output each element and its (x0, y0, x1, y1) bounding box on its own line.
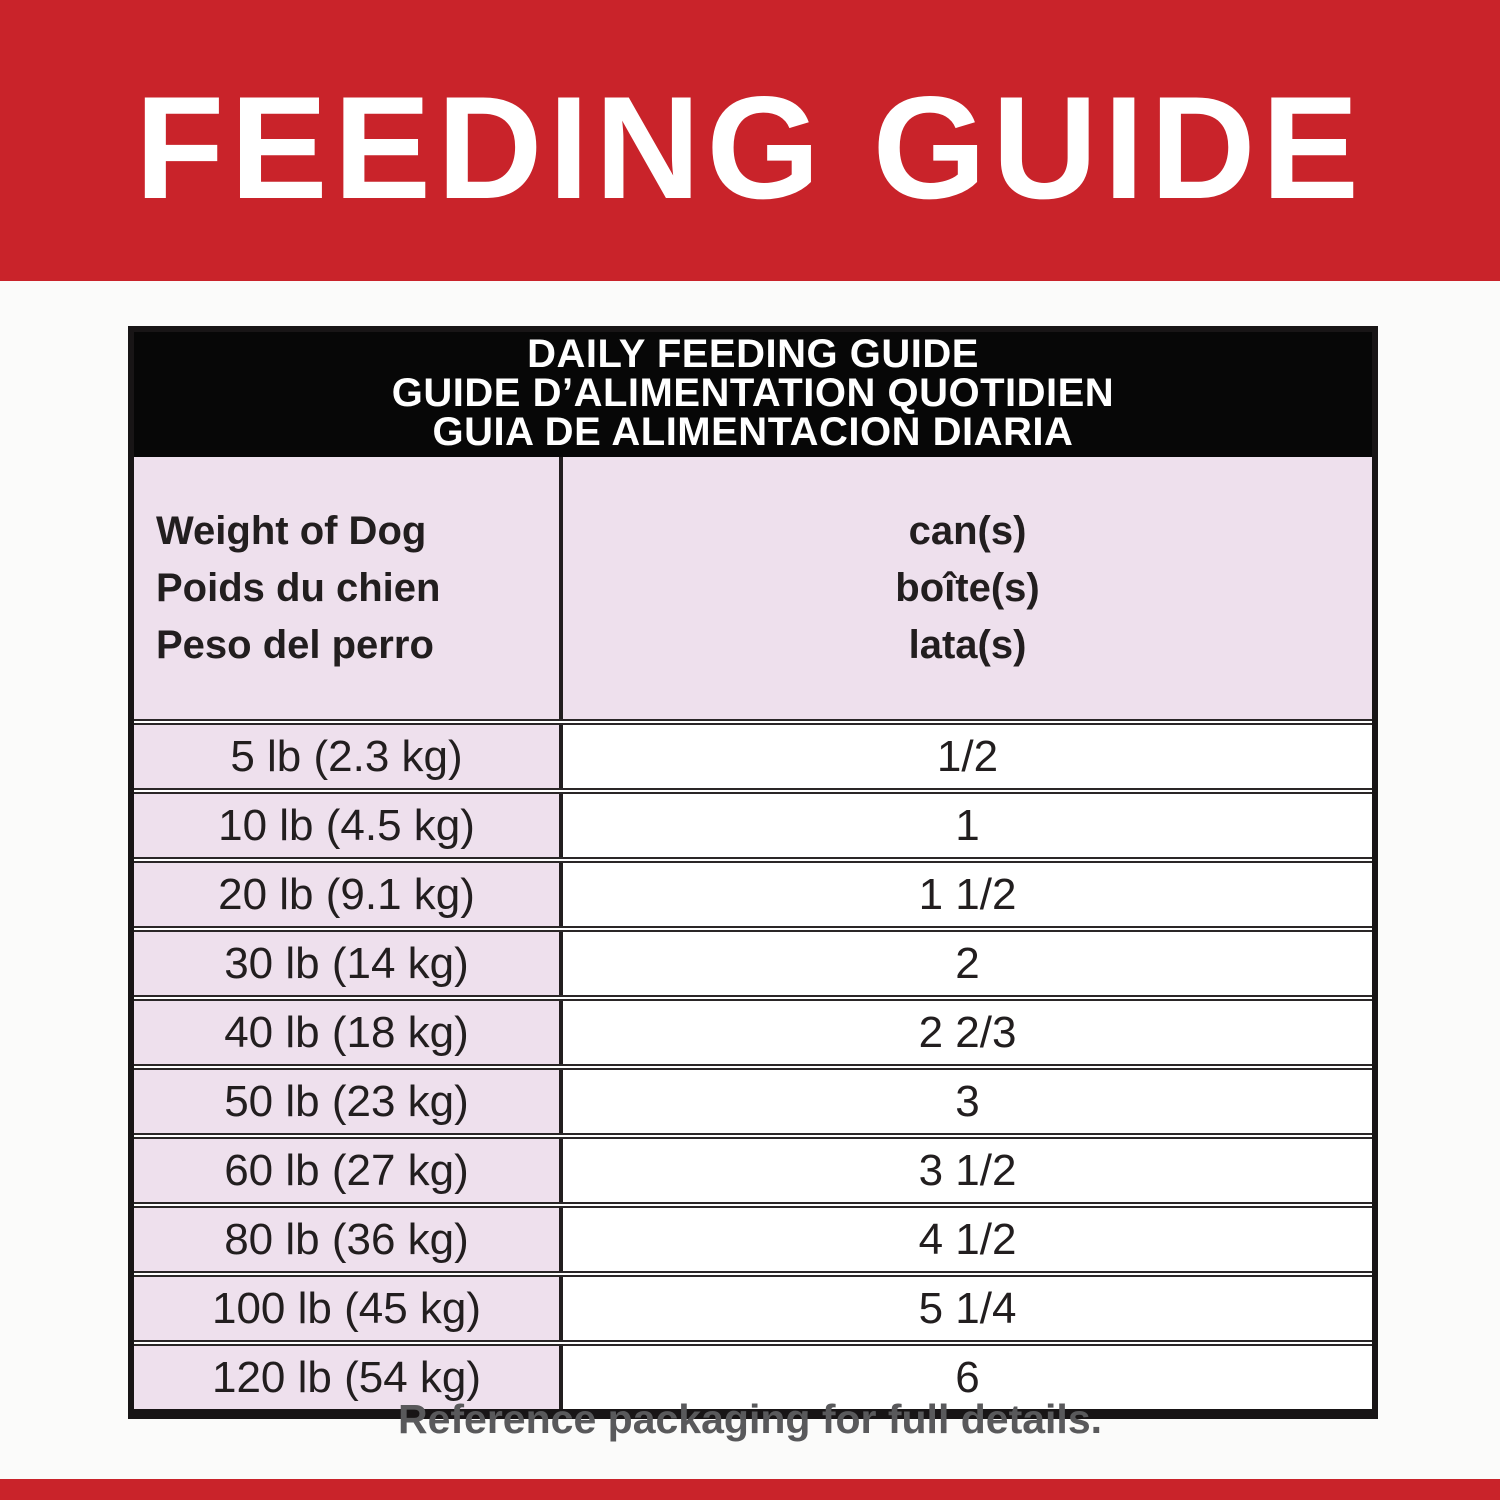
cans-value: 3 1/2 (918, 1145, 1017, 1195)
weight-cell: 120 lb (54 kg) (134, 1346, 563, 1409)
weight-header-cell: Weight of Dog Poids du chien Peso del pe… (134, 457, 563, 719)
cans-value: 3 (955, 1076, 980, 1126)
cans-cell: 2 2/3 (563, 1001, 1372, 1064)
table-title-es: GUIA DE ALIMENTACION DIARIA (432, 410, 1074, 454)
cans-value: 1 (955, 800, 980, 850)
cans-cell: 3 (563, 1070, 1372, 1133)
banner-title: FEEDING GUIDE (135, 65, 1365, 229)
weight-cell: 10 lb (4.5 kg) (134, 794, 563, 857)
cans-cell: 2 (563, 932, 1372, 995)
weight-value: 60 lb (27 kg) (224, 1145, 469, 1195)
cans-value: 6 (955, 1352, 980, 1402)
weight-cell: 100 lb (45 kg) (134, 1277, 563, 1340)
cans-cell: 1 (563, 794, 1372, 857)
cans-header-fr: boîte(s) (895, 565, 1040, 610)
weight-cell: 50 lb (23 kg) (134, 1070, 563, 1133)
table-row: 120 lb (54 kg) 6 (134, 1340, 1372, 1409)
weight-cell: 80 lb (36 kg) (134, 1208, 563, 1271)
feeding-guide-banner: FEEDING GUIDE (0, 0, 1500, 281)
cans-value: 4 1/2 (918, 1214, 1017, 1264)
table-row: 20 lb (9.1 kg) 1 1/2 (134, 857, 1372, 926)
cans-cell: 3 1/2 (563, 1139, 1372, 1202)
cans-value: 2 2/3 (918, 1007, 1017, 1057)
cans-value: 2 (955, 938, 980, 988)
table-header-row: Weight of Dog Poids du chien Peso del pe… (134, 457, 1372, 719)
cans-value: 1/2 (936, 731, 999, 781)
daily-feeding-guide-table: DAILY FEEDING GUIDE GUIDE D’ALIMENTATION… (128, 326, 1378, 1419)
cans-cell: 5 1/4 (563, 1277, 1372, 1340)
bottom-red-bar (0, 1479, 1500, 1500)
table-row: 100 lb (45 kg) 5 1/4 (134, 1271, 1372, 1340)
weight-header-es: Peso del perro (156, 622, 434, 667)
weight-cell: 5 lb (2.3 kg) (134, 725, 563, 788)
cans-value: 1 1/2 (918, 869, 1017, 919)
weight-value: 20 lb (9.1 kg) (218, 869, 475, 919)
weight-value: 40 lb (18 kg) (224, 1007, 469, 1057)
cans-value: 5 1/4 (918, 1283, 1017, 1333)
weight-value: 50 lb (23 kg) (224, 1076, 469, 1126)
table-title-fr: GUIDE D’ALIMENTATION QUOTIDIEN (391, 371, 1115, 415)
table-title-en: DAILY FEEDING GUIDE (527, 332, 979, 376)
table-row: 5 lb (2.3 kg) 1/2 (134, 719, 1372, 788)
weight-value: 30 lb (14 kg) (224, 938, 469, 988)
table-row: 60 lb (27 kg) 3 1/2 (134, 1133, 1372, 1202)
cans-cell: 1 1/2 (563, 863, 1372, 926)
weight-value: 10 lb (4.5 kg) (218, 800, 475, 850)
weight-cell: 40 lb (18 kg) (134, 1001, 563, 1064)
weight-value: 120 lb (54 kg) (211, 1352, 482, 1402)
weight-header-fr: Poids du chien (156, 565, 441, 610)
table-row: 40 lb (18 kg) 2 2/3 (134, 995, 1372, 1064)
weight-value: 80 lb (36 kg) (224, 1214, 469, 1264)
cans-header-cell: can(s) boîte(s) lata(s) (563, 457, 1372, 719)
weight-cell: 60 lb (27 kg) (134, 1139, 563, 1202)
reference-note: Reference packaging for full details. (397, 1396, 1103, 1442)
table-row: 80 lb (36 kg) 4 1/2 (134, 1202, 1372, 1271)
cans-header-en: can(s) (908, 508, 1027, 553)
cans-cell: 1/2 (563, 725, 1372, 788)
table-title-band: DAILY FEEDING GUIDE GUIDE D’ALIMENTATION… (134, 332, 1372, 457)
table-row: 50 lb (23 kg) 3 (134, 1064, 1372, 1133)
weight-value: 5 lb (2.3 kg) (230, 731, 463, 781)
weight-cell: 30 lb (14 kg) (134, 932, 563, 995)
weight-header-en: Weight of Dog (156, 508, 427, 553)
cans-cell: 4 1/2 (563, 1208, 1372, 1271)
table-row: 30 lb (14 kg) 2 (134, 926, 1372, 995)
weight-value: 100 lb (45 kg) (211, 1283, 482, 1333)
cans-header-es: lata(s) (908, 622, 1027, 667)
table-row: 10 lb (4.5 kg) 1 (134, 788, 1372, 857)
weight-cell: 20 lb (9.1 kg) (134, 863, 563, 926)
cans-cell: 6 (563, 1346, 1372, 1409)
